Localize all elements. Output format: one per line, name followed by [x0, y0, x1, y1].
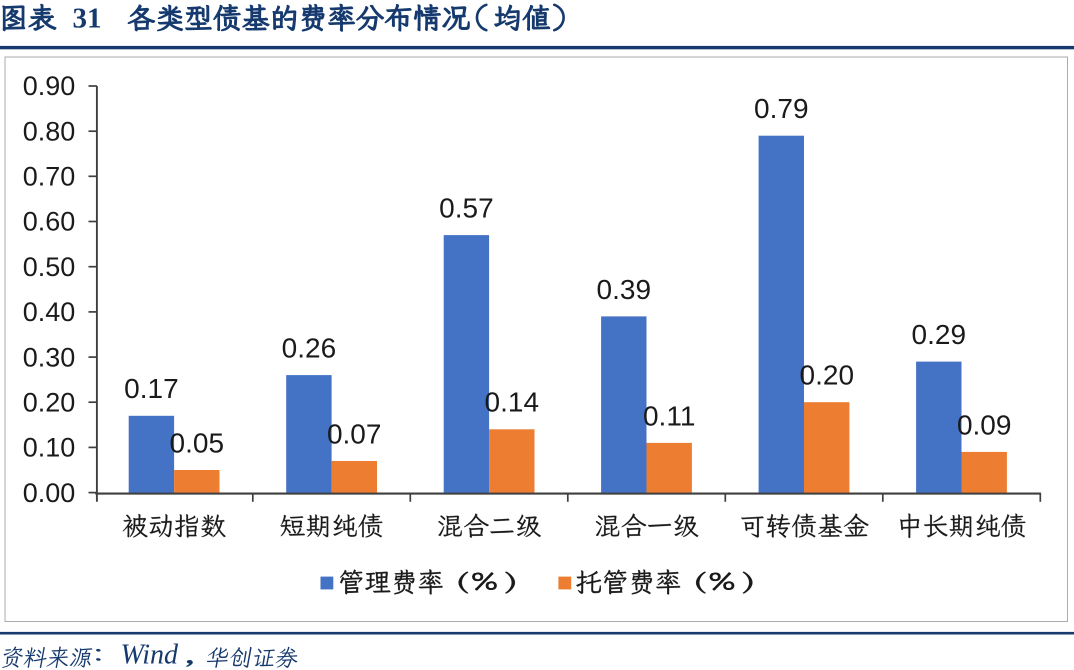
svg-text:0.20: 0.20: [23, 387, 76, 417]
svg-text:0.09: 0.09: [957, 409, 1012, 440]
svg-text:0.79: 0.79: [754, 93, 809, 124]
svg-text:0.10: 0.10: [23, 433, 76, 463]
svg-text:0.20: 0.20: [800, 360, 855, 391]
svg-text:Wind: Wind: [121, 640, 180, 670]
svg-text:0.11: 0.11: [643, 400, 695, 431]
svg-text:0.57: 0.57: [439, 193, 494, 224]
svg-text:0.70: 0.70: [23, 162, 76, 192]
svg-text:0.17: 0.17: [124, 373, 179, 404]
svg-text:31: 31: [73, 3, 102, 35]
svg-text:0.60: 0.60: [23, 207, 76, 237]
svg-text:0.07: 0.07: [327, 418, 382, 449]
svg-text:0.00: 0.00: [23, 478, 76, 508]
svg-text:0.80: 0.80: [23, 116, 76, 146]
svg-text:0.40: 0.40: [23, 297, 76, 327]
svg-text:0.29: 0.29: [912, 319, 967, 350]
svg-text:0.90: 0.90: [23, 71, 76, 101]
svg-text:0.05: 0.05: [170, 427, 225, 458]
svg-text:0.26: 0.26: [282, 333, 337, 364]
svg-text:0.39: 0.39: [597, 274, 652, 305]
svg-text:0.14: 0.14: [485, 387, 540, 418]
svg-text:0.30: 0.30: [23, 342, 76, 372]
svg-text:0.50: 0.50: [23, 252, 76, 282]
